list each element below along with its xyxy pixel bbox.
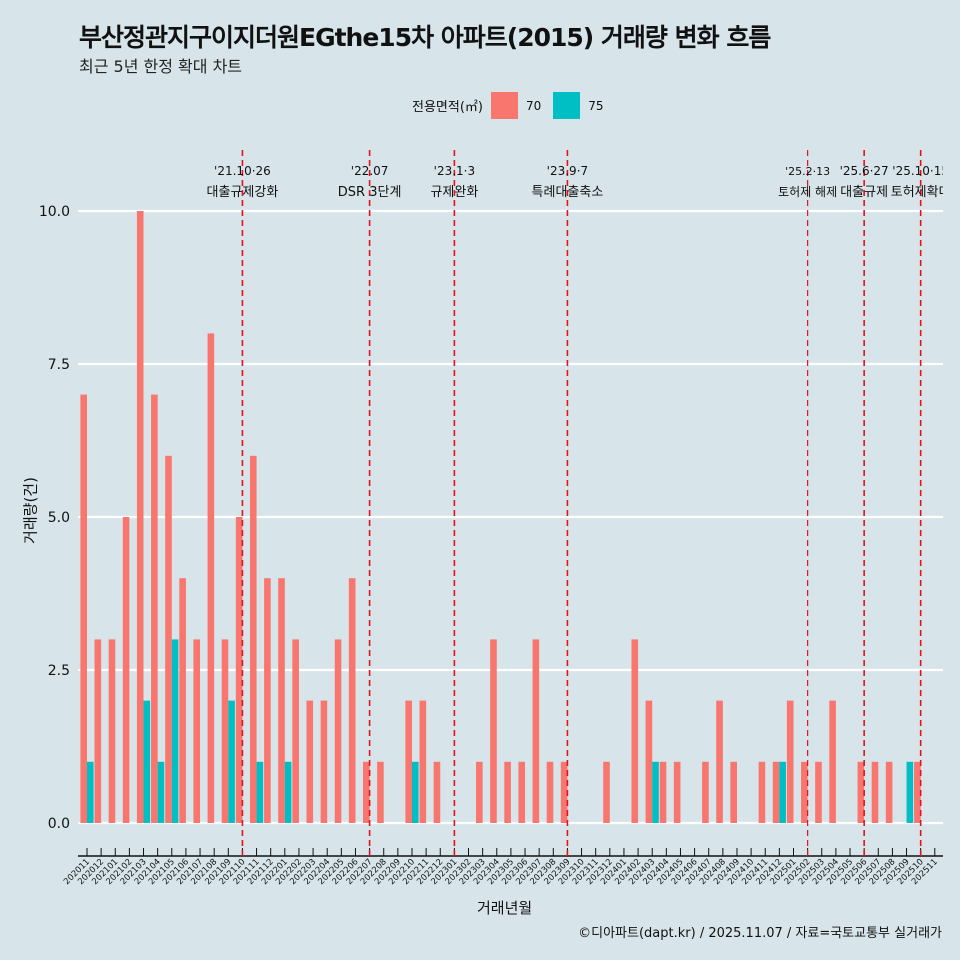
bar-70 [151,394,158,823]
legend-swatch-70 [490,92,518,119]
legend-label-75: 75 [588,98,604,113]
bar-75 [228,700,235,823]
legend-swatch-75 [553,92,581,119]
source-caption: ©디아파트(dapt.kr) / 2025.11.07 / 자료=국토교통부 실… [578,926,942,941]
bar-75 [256,761,264,823]
bar-70 [334,639,342,823]
bar-75 [284,761,292,823]
bar-75 [779,761,786,823]
bar-70 [433,761,441,823]
bar-70 [857,761,865,823]
bar-70 [320,700,328,823]
event-date: '22.07 [351,164,389,178]
event-label: 토허제 해제 [778,185,837,199]
y-tick-label: 2.5 [48,663,70,679]
event-label: 토허제확대 [891,185,951,200]
bar-70 [560,761,568,823]
bar-75 [143,700,151,823]
bar-70 [249,455,257,823]
bar-70 [348,578,356,823]
bar-70 [772,761,780,823]
bar-70 [786,700,794,823]
bar-70 [871,761,879,823]
bar-70 [363,761,370,823]
chart-title: 부산정관지구이지더원EGthe15차 아파트(2015) 거래량 변화 흐름 [79,23,771,52]
event-date: '23.1·3 [434,164,475,178]
y-tick-label: 10.0 [39,204,70,220]
event-label: 대출규제강화 [207,185,279,200]
bar-70 [165,455,172,823]
bar-70 [702,761,709,823]
bar-75 [411,761,419,823]
bar-70 [419,700,427,823]
bar-75 [87,761,94,823]
bar-70 [518,761,526,823]
bar-70 [532,639,540,823]
bar-70 [829,700,836,823]
legend: 전용면적(㎡) 70 75 [412,92,608,119]
bar-70 [405,700,412,823]
bar-70 [94,639,102,823]
event-date: '25.2·13 [785,165,830,178]
bar-75 [157,761,165,823]
bar-70 [758,761,766,823]
bar-70 [122,517,130,823]
bar-70 [504,761,511,823]
legend-title: 전용면적(㎡) [412,100,483,115]
bar-70 [730,761,737,823]
bar-70 [264,578,271,823]
y-tick-label: 7.5 [48,357,70,373]
bar-70 [80,394,87,823]
bar-70 [716,700,723,823]
legend-label-70: 70 [525,98,542,113]
event-date: '23.9·7 [547,164,588,178]
bar-70 [914,761,921,823]
chart-subtitle: 최근 5년 한정 확대 차트 [79,57,243,76]
bar-70 [292,639,299,823]
y-axis-label: 거래량(건) [21,477,40,544]
y-tick-label: 0.0 [48,816,70,832]
bar-70 [278,578,285,823]
event-date: '25.6·27 [840,164,889,178]
event-label: 특례대출축소 [532,185,604,200]
bar-70 [631,639,639,823]
event-label: 대출규제 [840,185,888,200]
event-date: '25.10·15 [892,164,949,178]
bar-70 [603,761,610,823]
bar-70 [136,211,144,823]
bar-70 [659,761,667,823]
annotations: '21.10·26 대출규제강화 '22.07 DSR 3단계 '23.1·3 규제완화 '… [207,150,951,856]
bar-70 [885,761,893,823]
bar-70 [377,761,384,823]
bar-70 [193,639,201,823]
bar-70 [179,578,186,823]
bar-70 [235,517,243,823]
bar-70 [801,761,808,823]
bar-70 [207,333,215,823]
bar-70 [108,639,116,823]
x-axis-label: 거래년월 [477,899,533,917]
bar-70 [815,761,822,823]
event-date: '21.10·26 [214,164,271,178]
bar-70 [546,761,554,823]
y-tick-label: 5.0 [48,510,70,526]
bar-75 [171,639,179,823]
bar-70 [306,700,314,823]
bar-75 [652,761,659,823]
bar-75 [906,761,914,823]
bar-70 [221,639,229,823]
bar-70 [490,639,497,823]
event-label: DSR 3단계 [338,185,402,200]
bar-70 [476,761,483,823]
bar-70 [645,700,653,823]
event-label: 규제완화 [430,185,478,200]
bar-70 [673,761,681,823]
